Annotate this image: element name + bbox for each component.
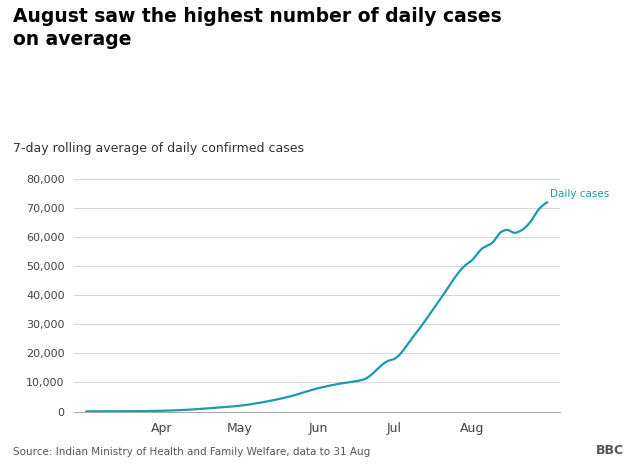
Text: BBC: BBC xyxy=(596,444,624,457)
Text: 7-day rolling average of daily confirmed cases: 7-day rolling average of daily confirmed… xyxy=(13,142,304,155)
Text: August saw the highest number of daily cases
on average: August saw the highest number of daily c… xyxy=(13,7,502,49)
Text: Daily cases: Daily cases xyxy=(550,189,609,199)
Text: Source: Indian Ministry of Health and Family Welfare, data to 31 Aug: Source: Indian Ministry of Health and Fa… xyxy=(13,446,370,457)
